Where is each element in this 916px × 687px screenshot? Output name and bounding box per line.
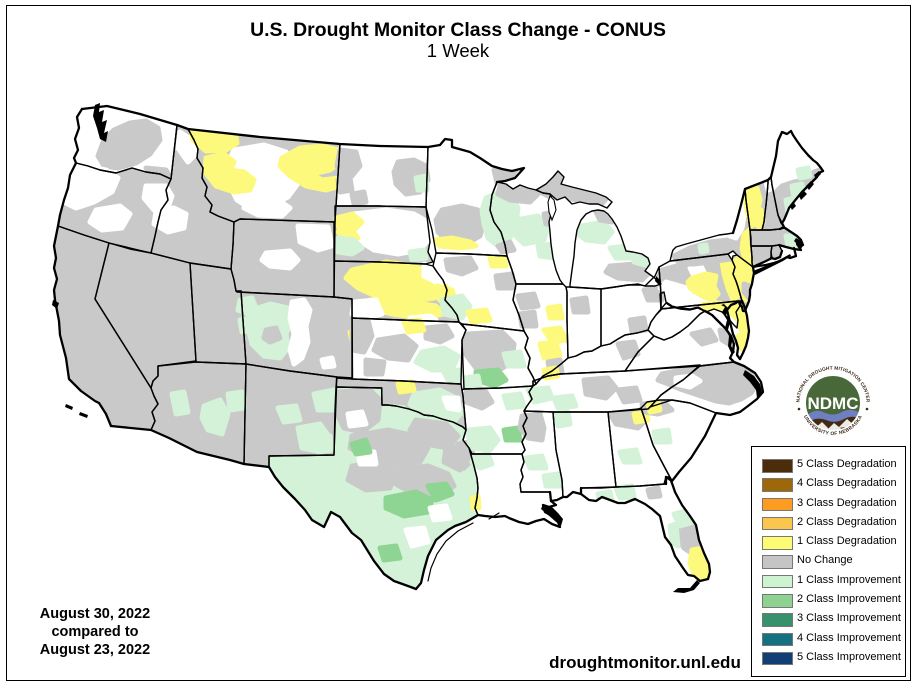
- svg-text:NDMC: NDMC: [808, 394, 859, 413]
